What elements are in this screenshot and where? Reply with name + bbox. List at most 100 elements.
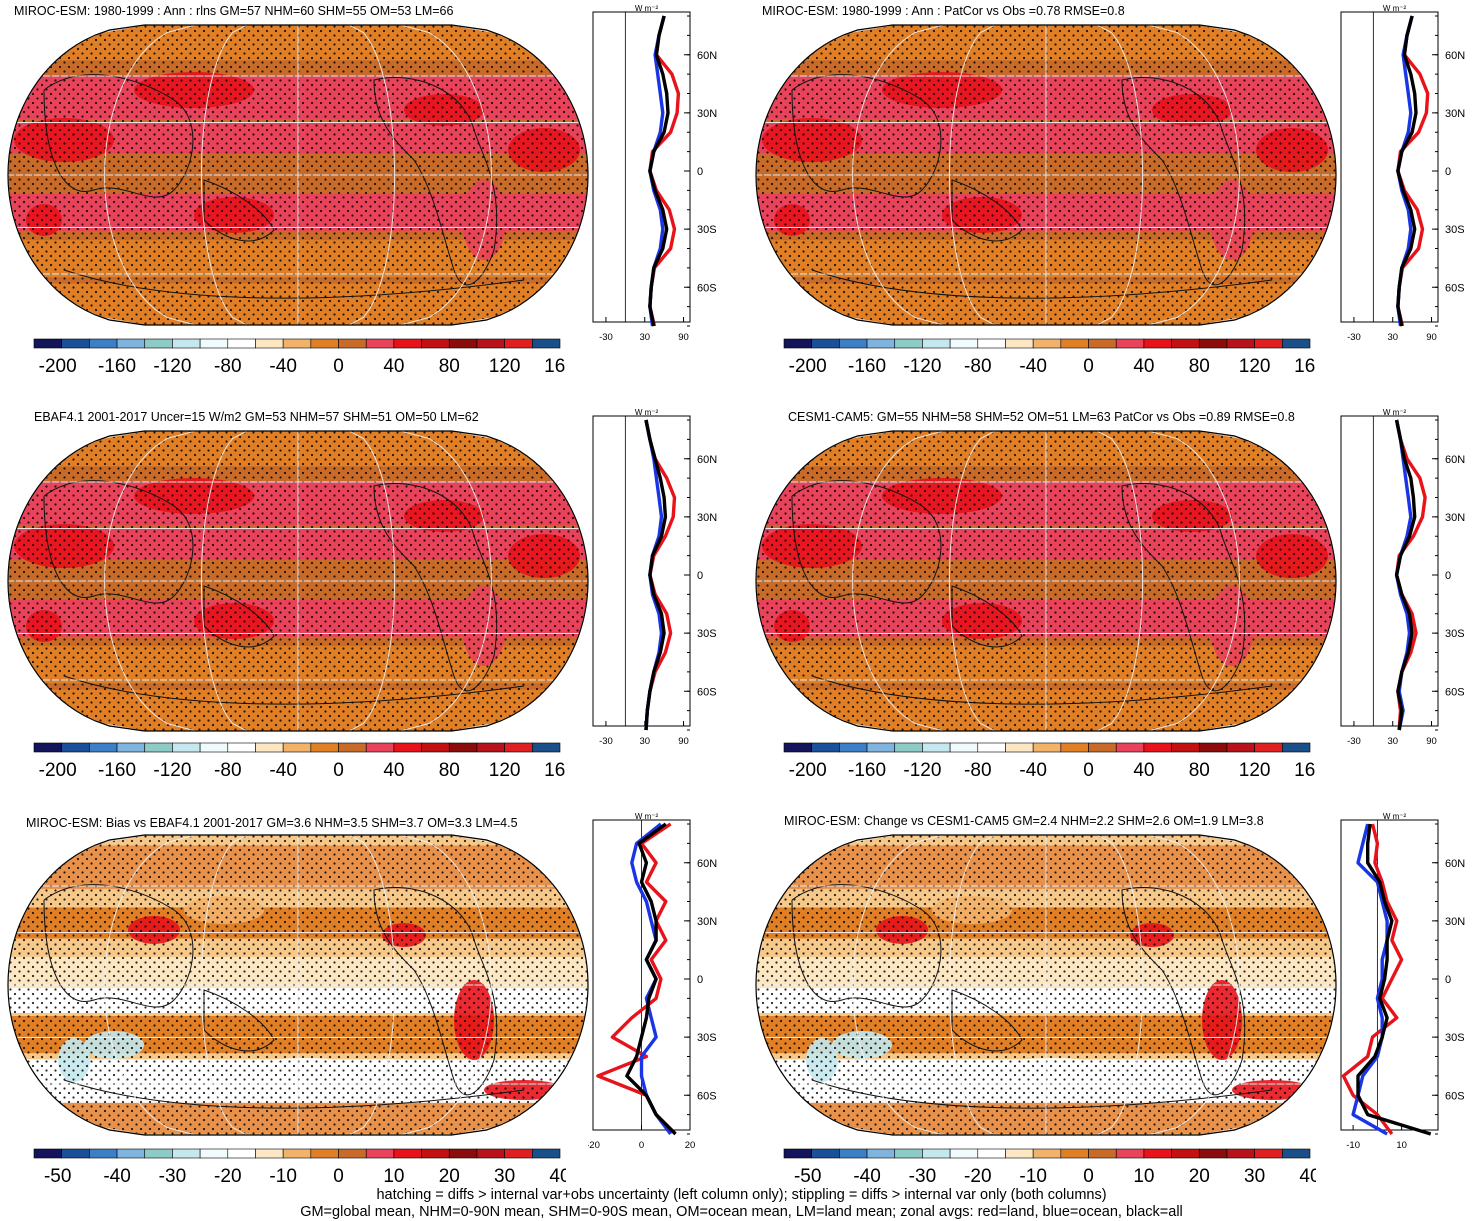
colorbar-label: -200: [789, 356, 827, 377]
colorbar-label: -80: [964, 760, 991, 781]
colorbar-swatch: [227, 742, 256, 753]
colorbar-swatch: [1143, 338, 1172, 349]
coastline: [203, 585, 275, 648]
colorbar-label: -160: [848, 356, 886, 377]
colorbar-label: 160: [1294, 356, 1316, 377]
panel-title: MIROC-ESM: Change vs CESM1-CAM5 GM=2.4 N…: [784, 814, 1264, 828]
robinson-map: [755, 24, 1337, 326]
colorbar-label: 40: [1133, 356, 1154, 377]
colorbar-swatch: [255, 1148, 284, 1159]
colorbar: -200-160-120-80-4004080120160200: [783, 338, 1316, 377]
lat-label: 60S: [1445, 1090, 1465, 1102]
x-tick-label: -30: [599, 736, 613, 747]
colorbar-swatch: [532, 1148, 561, 1159]
coastline: [63, 1079, 525, 1109]
colorbar-swatch: [504, 742, 533, 753]
zonal-mean-plot: W m⁻² 60N 30N 0 30S 60S -30 30 90: [1340, 4, 1465, 343]
colorbar-swatch: [61, 338, 90, 349]
robinson-map: [7, 834, 589, 1136]
colorbar-swatch: [172, 1148, 201, 1159]
coastline: [1121, 482, 1246, 692]
colorbar-swatch: [1171, 742, 1200, 753]
coastline: [951, 585, 1023, 648]
colorbar-swatch: [255, 742, 284, 753]
robinson-map: [7, 24, 589, 326]
lat-label: 60N: [697, 50, 717, 62]
x-tick-label: 30: [1387, 736, 1398, 747]
colorbar-label: -50: [794, 1166, 821, 1187]
coastline: [373, 886, 498, 1096]
zonal-series-0: [648, 15, 681, 327]
colorbar-swatch: [365, 338, 395, 349]
lat-label: 60N: [1445, 454, 1465, 466]
lat-label: 30S: [697, 224, 717, 236]
unit-label: W m⁻²: [635, 408, 659, 417]
colorbar-swatch: [61, 1148, 90, 1159]
coastline: [1121, 886, 1246, 1096]
colorbar-swatch: [89, 1148, 118, 1159]
colorbar-swatch: [894, 338, 923, 349]
x-tick-label: 30: [639, 736, 650, 747]
colorbar-label: 0: [333, 760, 344, 781]
x-tick-label: 0: [639, 1140, 644, 1151]
coastline: [951, 179, 1023, 242]
zonal-series-2: [1394, 419, 1417, 731]
colorbar-swatch: [894, 1148, 923, 1159]
plot-frame: [1340, 819, 1439, 1131]
colorbar-swatch: [255, 338, 284, 349]
colorbar-label: -40: [1019, 356, 1046, 377]
colorbar-label: 0: [333, 1166, 344, 1187]
colorbar-label: -30: [909, 1166, 936, 1187]
coastline: [43, 480, 194, 604]
lat-label: 0: [1445, 974, 1451, 986]
colorbar-swatch: [949, 338, 979, 349]
graticule: [8, 431, 588, 731]
colorbar-label: -200: [39, 760, 77, 781]
x-tick-label: 90: [1426, 736, 1437, 747]
zonal-series-2: [644, 419, 668, 731]
unit-label: W m⁻²: [1383, 4, 1407, 13]
colorbar-swatch: [476, 1148, 505, 1159]
colorbar-swatch: [393, 742, 422, 753]
coastline: [811, 675, 1273, 705]
colorbar-swatch: [33, 742, 62, 753]
colorbar-label: -160: [98, 760, 136, 781]
coastline: [791, 480, 942, 604]
colorbar-label: 120: [1239, 356, 1271, 377]
colorbar-swatch: [839, 338, 868, 349]
colorbar-swatch: [1032, 742, 1062, 753]
colorbar-label: -30: [159, 1166, 186, 1187]
colorbar-swatch: [199, 1148, 229, 1159]
coastline: [63, 269, 525, 299]
colorbar-label: -40: [853, 1166, 880, 1187]
legend-note: GM=global mean, NHM=0-90N mean, SHM=0-90…: [300, 1204, 1183, 1220]
colorbar-swatch: [1143, 1148, 1172, 1159]
colorbar-swatch: [1060, 1148, 1089, 1159]
map-field: [756, 431, 1336, 731]
coastline: [811, 1079, 1273, 1109]
lat-label: 60S: [1445, 686, 1465, 698]
zonal-series-2: [1396, 15, 1418, 327]
colorbar-swatch: [1115, 742, 1145, 753]
colorbar-swatch: [504, 338, 533, 349]
colorbar-swatch: [1088, 338, 1117, 349]
colorbar-label: 80: [1189, 356, 1210, 377]
colorbar-label: 120: [1239, 760, 1271, 781]
colorbar-label: -10: [269, 1166, 296, 1187]
colorbar-swatch: [504, 1148, 533, 1159]
colorbar-swatch: [811, 742, 840, 753]
colorbar: -200-160-120-80-4004080120160200: [783, 742, 1316, 781]
colorbar-label: -120: [903, 760, 941, 781]
plot-frame: [1340, 11, 1439, 323]
colorbar-swatch: [532, 338, 561, 349]
colorbar-swatch: [532, 742, 561, 753]
lat-label: 0: [697, 570, 703, 582]
colorbar-swatch: [282, 742, 312, 753]
colorbar-swatch: [199, 338, 229, 349]
colorbar-label: 160: [1294, 760, 1316, 781]
colorbar-swatch: [338, 338, 367, 349]
colorbar-swatch: [448, 338, 478, 349]
lat-label: 60N: [697, 858, 717, 870]
x-tick-label: 10: [1396, 1140, 1407, 1151]
colorbar-swatch: [922, 1148, 951, 1159]
